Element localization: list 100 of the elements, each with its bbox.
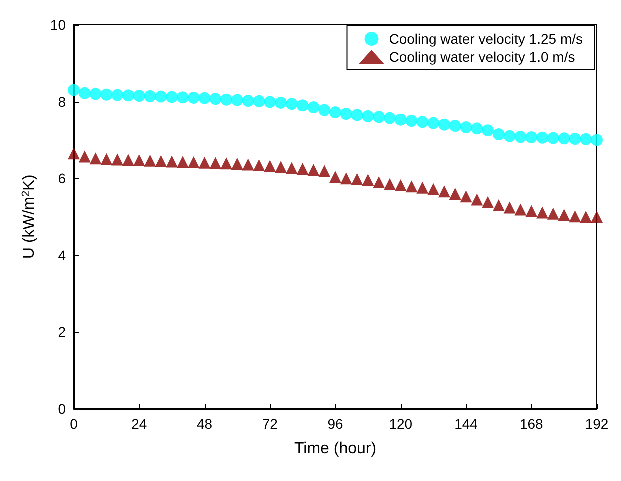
point <box>580 211 592 223</box>
point <box>166 91 178 104</box>
x-tick-label: 72 <box>262 416 278 432</box>
point <box>330 106 342 119</box>
point <box>90 88 102 100</box>
point <box>68 148 80 160</box>
y-tick-label: 0 <box>58 401 66 417</box>
point <box>155 90 168 103</box>
point <box>580 133 592 146</box>
point <box>68 84 80 96</box>
point <box>100 88 113 101</box>
point <box>308 164 320 176</box>
point <box>362 110 374 122</box>
point <box>416 116 429 128</box>
x-tick-label: 120 <box>389 416 413 432</box>
point <box>144 154 156 167</box>
point <box>526 205 538 218</box>
point <box>547 132 560 144</box>
point <box>231 94 244 106</box>
point <box>438 186 450 198</box>
point <box>286 162 298 174</box>
point <box>231 158 244 170</box>
point <box>198 156 211 169</box>
point <box>482 196 494 208</box>
point <box>296 163 309 175</box>
point <box>394 114 407 126</box>
legend-label: Cooling water velocity 1.0 m/s <box>389 49 576 65</box>
point <box>504 202 516 214</box>
point <box>428 183 440 196</box>
point <box>406 180 418 193</box>
point <box>242 158 254 171</box>
point <box>351 109 364 122</box>
point <box>176 156 189 168</box>
point <box>340 108 352 120</box>
point <box>492 199 505 212</box>
point <box>253 95 266 108</box>
y-tick-label: 6 <box>58 170 66 187</box>
y-tick-label: 4 <box>58 247 66 264</box>
point <box>198 92 211 104</box>
point <box>296 100 309 112</box>
point <box>449 120 462 132</box>
point <box>384 112 396 124</box>
point <box>340 172 352 185</box>
point <box>536 206 549 219</box>
point <box>318 165 331 178</box>
y-axis-title: U (kW/m2K) <box>20 174 38 260</box>
x-tick-label: 192 <box>585 416 609 432</box>
point <box>210 157 222 170</box>
x-tick-label: 144 <box>454 416 478 432</box>
point <box>471 122 484 135</box>
x-tick-label: 0 <box>70 416 78 432</box>
point <box>569 133 582 146</box>
point <box>504 130 516 142</box>
point <box>210 93 222 106</box>
point <box>275 96 288 109</box>
point <box>78 150 91 163</box>
point <box>112 154 124 166</box>
point <box>122 154 134 166</box>
point <box>144 90 156 102</box>
point <box>514 131 527 144</box>
point <box>558 209 570 222</box>
point <box>449 188 462 200</box>
point <box>428 117 440 130</box>
point <box>351 173 364 186</box>
x-tick-label: 48 <box>196 416 213 432</box>
point <box>220 94 233 106</box>
point <box>362 174 374 186</box>
point <box>78 87 91 100</box>
point <box>286 98 298 110</box>
point <box>471 194 484 206</box>
point <box>330 171 342 184</box>
point <box>176 92 189 104</box>
legend-label: Cooling water velocity 1.25 m/s <box>389 31 584 47</box>
point <box>133 90 146 102</box>
point <box>166 156 178 168</box>
point <box>90 152 102 165</box>
point <box>133 154 146 167</box>
point <box>188 92 200 104</box>
point <box>536 132 549 144</box>
point <box>308 102 320 114</box>
point <box>591 134 603 146</box>
point <box>460 122 472 134</box>
point <box>492 128 505 140</box>
point <box>188 156 200 168</box>
point <box>318 104 331 116</box>
point <box>526 132 538 144</box>
point <box>547 208 560 220</box>
point <box>100 153 113 166</box>
y-tick-label: 10 <box>50 17 66 33</box>
point <box>373 176 386 188</box>
point <box>264 96 276 108</box>
x-tick-label: 24 <box>132 416 148 432</box>
point <box>438 118 450 131</box>
point <box>569 210 582 223</box>
point <box>242 95 254 108</box>
x-tick-label: 96 <box>328 416 344 432</box>
point <box>264 160 276 172</box>
point <box>112 89 124 102</box>
point <box>384 178 396 190</box>
point <box>253 160 266 172</box>
